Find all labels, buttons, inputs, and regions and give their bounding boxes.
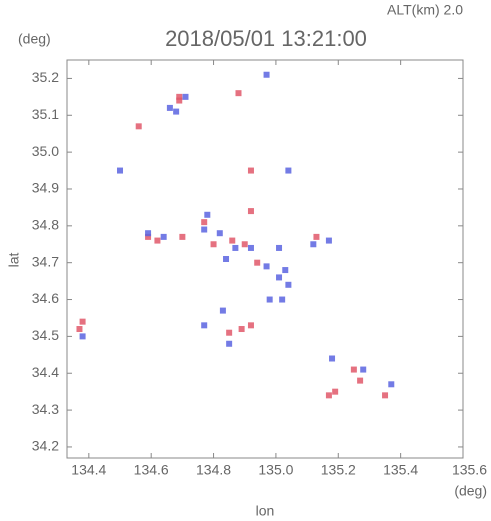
y-tick-label: 34.2: [32, 438, 59, 454]
x-tick-label: 134.8: [196, 462, 231, 478]
data-point: [79, 318, 86, 325]
data-point: [285, 281, 292, 288]
chart-title: 2018/05/01 13:21:00: [165, 26, 367, 51]
data-point: [247, 322, 254, 329]
data-point: [201, 322, 208, 329]
data-point: [382, 392, 389, 399]
data-point: [232, 244, 239, 251]
data-point: [210, 241, 217, 248]
y-tick-label: 34.3: [32, 401, 59, 417]
y-unit: (deg): [18, 31, 51, 47]
data-point: [241, 241, 248, 248]
data-point: [263, 71, 270, 78]
data-point: [282, 267, 289, 274]
data-point: [145, 230, 152, 237]
data-point: [145, 233, 152, 240]
data-point: [279, 296, 286, 303]
x-tick-label: 135.2: [321, 462, 356, 478]
x-tick-label: 135.4: [383, 462, 418, 478]
data-point: [117, 167, 124, 174]
data-point: [247, 244, 254, 251]
data-point: [176, 97, 183, 104]
data-point: [276, 244, 283, 251]
data-point: [285, 167, 292, 174]
x-tick-label: 134.4: [71, 462, 106, 478]
x-tick-label: 135.6: [452, 462, 487, 478]
data-point: [235, 90, 242, 97]
data-point: [160, 233, 167, 240]
y-tick-label: 34.9: [32, 180, 59, 196]
x-tick-label: 135.0: [258, 462, 293, 478]
data-point: [201, 219, 208, 226]
data-point: [229, 237, 236, 244]
data-point: [176, 93, 183, 100]
data-point: [266, 296, 273, 303]
data-point: [357, 377, 364, 384]
data-point: [219, 307, 226, 314]
data-point: [154, 237, 161, 244]
data-point: [310, 241, 317, 248]
data-point: [179, 233, 186, 240]
data-point: [135, 123, 142, 130]
data-point: [238, 326, 245, 333]
y-tick-label: 34.8: [32, 217, 59, 233]
data-point: [325, 392, 332, 399]
data-point: [182, 93, 189, 100]
data-point: [332, 388, 339, 395]
y-tick-label: 35.2: [32, 69, 59, 85]
y-tick-label: 34.5: [32, 327, 59, 343]
x-unit: (deg): [454, 483, 487, 499]
y-tick-label: 34.4: [32, 364, 59, 380]
data-point: [388, 381, 395, 388]
data-point: [226, 340, 233, 347]
data-point: [79, 333, 86, 340]
data-point: [166, 104, 173, 111]
data-point: [254, 259, 261, 266]
annotation: ALT(km) 2.0: [387, 2, 463, 18]
data-point: [329, 355, 336, 362]
data-point: [173, 108, 180, 115]
data-point: [76, 326, 83, 333]
x-axis-label: lon: [256, 503, 275, 519]
data-point: [247, 208, 254, 215]
y-tick-label: 34.6: [32, 290, 59, 306]
x-tick-label: 134.6: [134, 462, 169, 478]
data-point: [204, 211, 211, 218]
y-axis-label: lat: [6, 253, 22, 268]
data-point: [226, 329, 233, 336]
data-point: [223, 256, 230, 262]
plot-frame: [66, 59, 464, 459]
y-tick-label: 35.0: [32, 143, 59, 159]
y-tick-label: 35.1: [32, 106, 59, 122]
data-point: [276, 274, 283, 281]
data-point: [313, 233, 320, 240]
data-point: [247, 167, 254, 174]
data-point: [360, 366, 367, 373]
data-point: [350, 366, 357, 373]
data-point: [263, 263, 270, 270]
data-point: [201, 226, 208, 233]
data-point: [216, 230, 223, 237]
y-tick-label: 34.7: [32, 253, 59, 269]
data-point: [325, 237, 332, 244]
